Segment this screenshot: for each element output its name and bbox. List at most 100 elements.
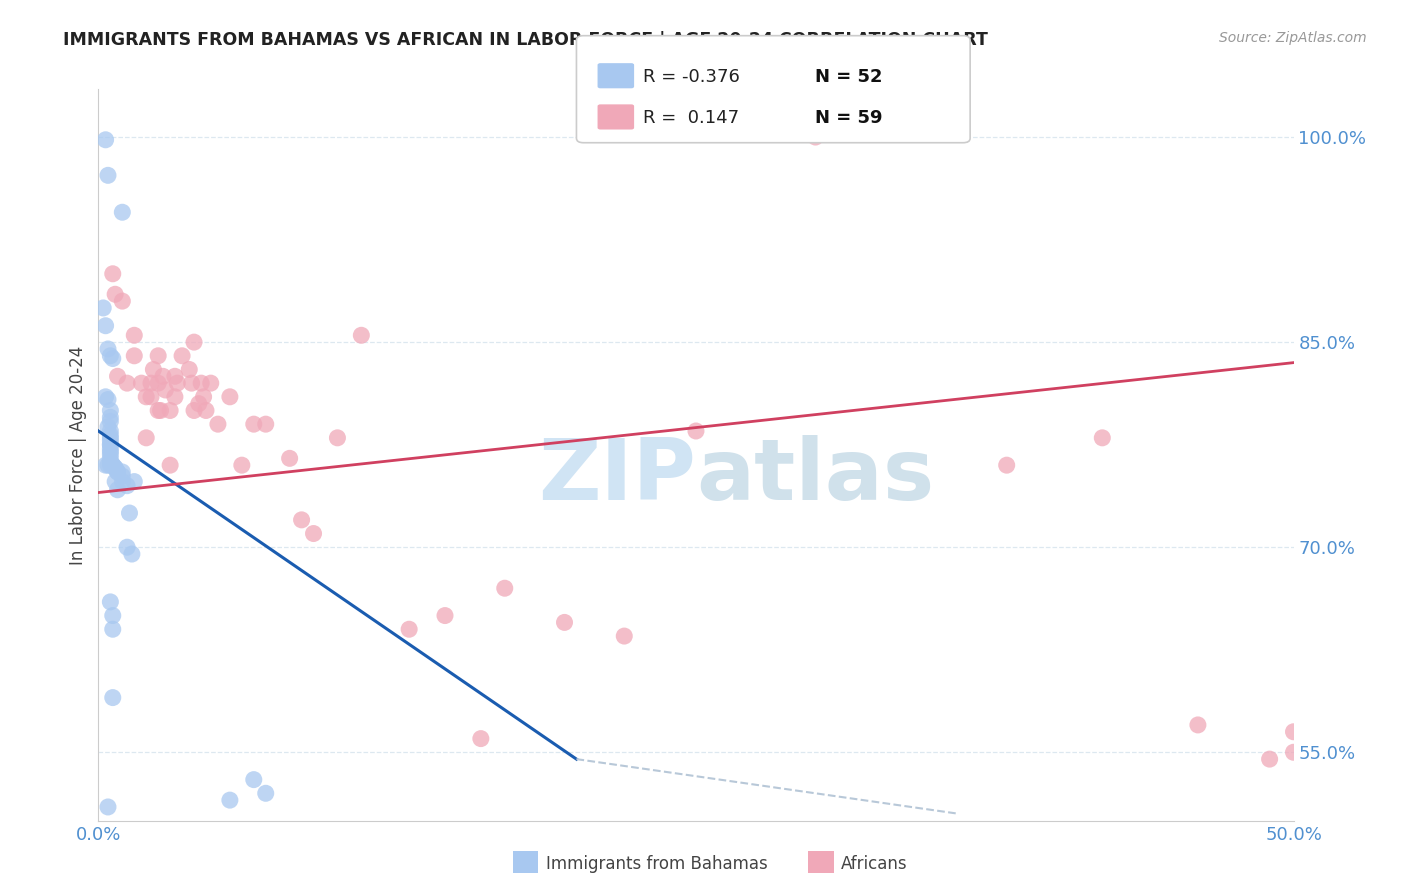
Point [104,461,127,475]
Point [149,403,172,417]
Point [180,376,202,391]
Point [148,376,170,391]
Point [111,465,134,479]
Point [98,444,122,458]
Point [101,267,124,281]
Point [155,383,177,397]
Point [163,369,186,384]
Point [219,793,242,807]
Point [98,595,122,609]
Point [118,506,141,520]
Point [98,438,122,452]
Point [183,403,205,417]
Point [1282,745,1305,759]
Point [326,431,349,445]
Point [139,376,162,391]
Point [97,392,120,407]
Point [104,461,127,475]
Point [94,133,117,147]
Point [111,475,134,489]
Point [685,424,707,438]
Point [101,458,124,472]
Point [111,205,134,219]
Point [302,526,325,541]
Point [97,169,120,183]
Point [243,417,266,432]
Point [190,376,212,391]
Point [193,390,215,404]
Point [101,608,124,623]
Point [1282,724,1305,739]
Text: IMMIGRANTS FROM BAHAMAS VS AFRICAN IN LABOR FORCE | AGE 20-24 CORRELATION CHART: IMMIGRANTS FROM BAHAMAS VS AFRICAN IN LA… [63,31,988,49]
Point [115,376,138,391]
Point [231,458,253,472]
Point [924,123,946,137]
Point [1187,718,1209,732]
Point [278,451,301,466]
Point [98,442,122,456]
Point [107,465,129,479]
Point [98,458,122,472]
Point [98,410,122,425]
Point [207,417,229,432]
Point [135,431,157,445]
Point [219,390,242,404]
Point [115,540,138,554]
Point [101,622,124,636]
Point [1258,752,1281,766]
Point [98,451,122,466]
Point [107,369,129,384]
Point [104,475,127,489]
Point [97,420,120,434]
Point [111,294,134,309]
Point [107,465,129,479]
Point [166,376,188,391]
Point [470,731,492,746]
Point [104,287,127,301]
Point [98,447,122,461]
Point [131,376,153,391]
Point [107,483,129,497]
Point [98,434,122,448]
Point [159,403,181,417]
Point [98,428,122,442]
Point [111,469,134,483]
Point [97,458,120,472]
Point [98,349,122,363]
Text: Source: ZipAtlas.com: Source: ZipAtlas.com [1219,31,1367,45]
Point [101,690,124,705]
Y-axis label: In Labor Force | Age 20-24: In Labor Force | Age 20-24 [69,345,87,565]
Point [187,397,209,411]
Point [152,369,174,384]
Point [243,772,266,787]
Point [142,362,165,376]
Text: N = 59: N = 59 [815,109,883,127]
Point [613,629,636,643]
Point [200,376,222,391]
Text: R =  0.147: R = 0.147 [643,109,738,127]
Point [350,328,373,343]
Text: R = -0.376: R = -0.376 [643,68,740,86]
Point [172,349,194,363]
Text: N = 52: N = 52 [815,68,883,86]
Point [148,349,170,363]
Point [97,800,120,814]
Point [98,431,122,445]
Point [291,513,314,527]
Point [139,390,162,404]
Text: Africans: Africans [841,855,907,873]
Point [1091,431,1114,445]
Point [254,786,277,800]
Point [995,458,1018,472]
Point [94,458,117,472]
Point [398,622,420,636]
Point [135,390,157,404]
Point [554,615,576,630]
Point [101,351,124,366]
Point [804,130,827,145]
Point [91,301,114,315]
Point [163,390,186,404]
Point [124,328,146,343]
Point [124,349,146,363]
Point [179,362,201,376]
